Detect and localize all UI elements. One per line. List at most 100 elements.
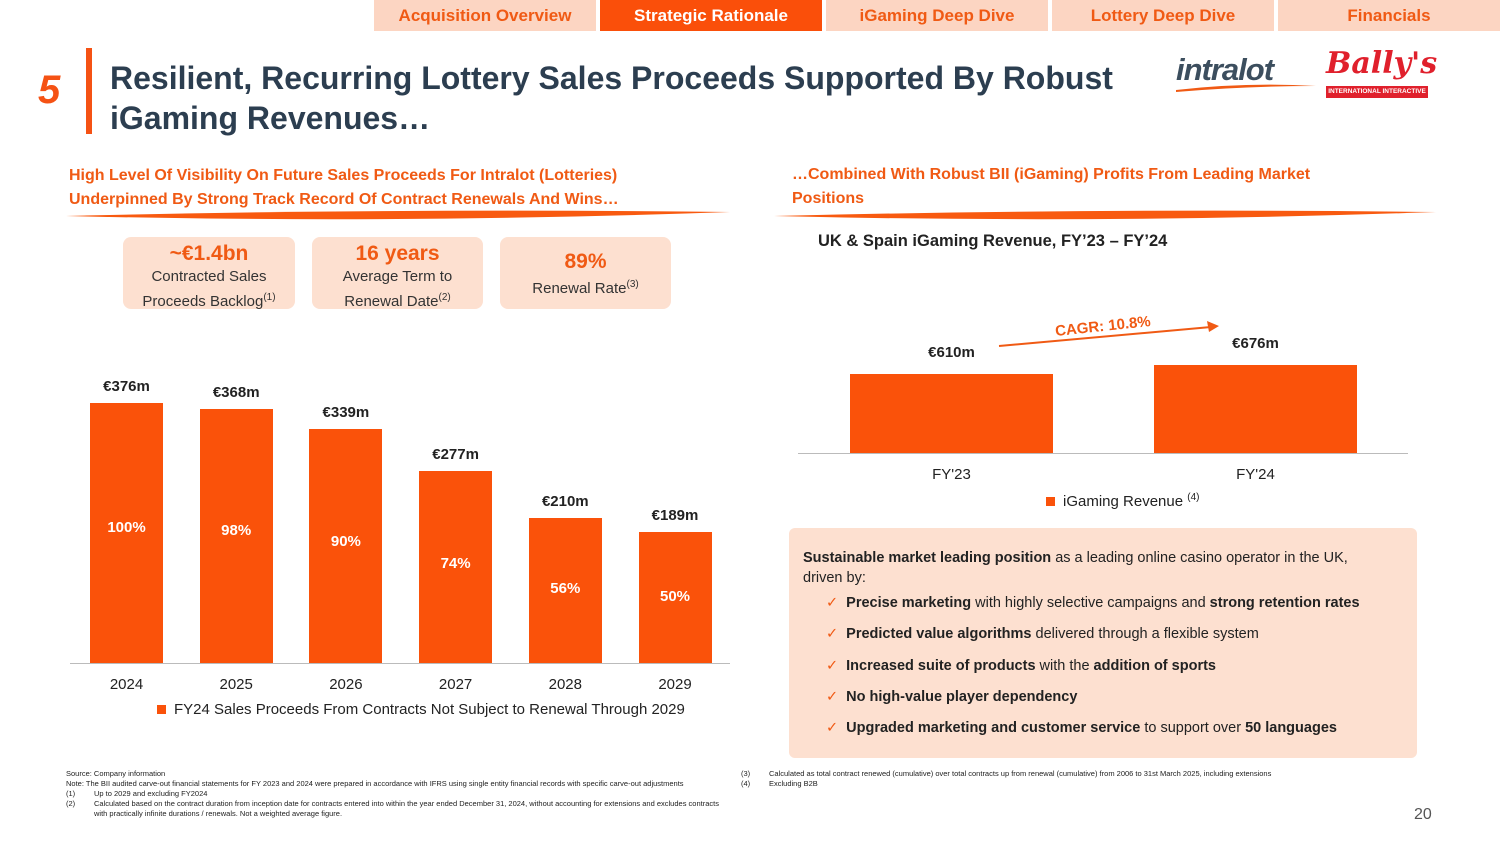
bar-FY'24 [1154,365,1357,453]
bar-2029 [638,532,712,663]
bar-2025 [199,408,273,663]
right-heading-line-2: Positions [792,190,865,207]
check-icon: ✓ [826,657,839,674]
kpi-renewal-rate: 89% Renewal Rate(3) [500,237,671,309]
page-title: Resilient, Recurring Lottery Sales Proce… [110,60,1113,136]
tab-strategic-rationale[interactable]: Strategic Rationale [600,0,822,31]
footnotes-right: (3) Calculated as total contract renewed … [741,769,1421,789]
intralot-logo-swoosh [1176,84,1316,92]
bullet-text: addition of sports [1093,657,1216,674]
kpi-backlog: ~€1.4bn Contracted Sales Proceeds Backlo… [123,237,295,310]
bar-percent-label: 98% [221,522,252,540]
bar-percent-label: 90% [330,532,361,550]
left-heading-line-1: High Level Of Visibility On Future Sales… [69,167,618,184]
ballys-logo-subtitle: INTERNATIONAL INTERACTIVE [1326,86,1428,98]
bullet-text: with the [1035,657,1094,674]
bar-percent-label: 50% [659,587,691,605]
bullet-text: Predicted value algorithms [846,626,1032,643]
left-legend-label: FY24 Sales Proceeds From Contracts Not S… [174,701,685,718]
x-tick-label: 2025 [219,676,253,693]
check-icon: ✓ [826,720,839,737]
footnote-note: Note: The BII audited carve-out financia… [66,779,684,788]
kpi-backlog-label-2: Proceeds Backlog(1) [142,292,276,310]
bar-value-label: €610m [928,343,975,361]
bullet-text: Precise marketing [846,595,972,611]
market-position-box [789,528,1417,758]
kpi-renewal-label: Renewal Rate(3) [532,279,639,297]
cagr-arrow [998,321,1219,347]
right-section-heading: …Combined With Robust BII (iGaming) Prof… [792,163,1432,211]
legend-swatch [157,705,166,714]
x-tick-label: FY'23 [932,466,971,483]
kpi-backlog-value: ~€1.4bn [169,242,249,265]
tab-igaming-deep-dive[interactable]: iGaming Deep Dive [826,0,1048,31]
right-chart-axis [798,453,1408,454]
footnote-3: (3) Calculated as total contract renewed … [741,769,1272,778]
bar-value-label: €339m [322,403,370,421]
left-section-heading: High Level Of Visibility On Future Sales… [69,164,749,212]
bullet-text: No high-value player dependency [846,688,1078,705]
kpi-term-value: 16 years [355,242,440,265]
right-heading-underline [774,210,1436,220]
bar-percent-label: 74% [440,555,471,573]
footnote-1: (1) Up to 2029 and excluding FY2024 [66,789,208,798]
tab-lottery-deep-dive[interactable]: Lottery Deep Dive [1052,0,1274,31]
bar-percent-label: 56% [550,580,581,598]
box-bullet-item: ✓ Increased suite of products with the ad… [826,658,1216,674]
box-bullet-item: ✓ No high-value player dependency [826,689,1077,705]
section-divider [86,48,92,134]
x-tick-label: FY'24 [1236,466,1275,483]
bullet-text: to support over [1140,720,1246,737]
box-intro: Sustainable market leading position as a… [803,550,1348,586]
right-chart-title: UK & Spain iGaming Revenue, FY’23 – FY’2… [818,232,1168,250]
right-heading-line-1: …Combined With Robust BII (iGaming) Prof… [792,166,1311,183]
bar-2026 [309,428,383,663]
box-bullet-item: ✓ Upgraded marketing and customer service… [826,720,1337,736]
kpi-average-term: 16 years Average Term to Renewal Date(2) [312,237,483,310]
x-tick-label: 2028 [548,676,582,693]
bar-FY'23 [850,373,1053,453]
bullet-text: Upgraded marketing and customer service [846,720,1141,737]
ballys-logo: Bally's [1326,46,1438,81]
bar-percent-label: 100% [107,519,146,537]
bar-value-label: €676m [1232,335,1279,352]
intralot-logo: intralot [1176,52,1274,87]
left-heading-line-2: Underpinned By Strong Track Record Of Co… [69,191,619,208]
right-legend-label: iGaming Revenue (4) [1063,492,1200,510]
footnote-source: Source: Company information [66,769,166,778]
bar-value-label: €210m [541,492,589,510]
bullet-text: 50 languages [1245,720,1337,737]
x-tick-label: 2027 [438,676,473,693]
bar-2028 [528,517,602,663]
left-chart-axis [70,663,730,664]
bar-value-label: €368m [212,383,260,401]
bullet-text: with highly selective campaigns and [971,595,1210,611]
tab-financials[interactable]: Financials [1278,0,1500,31]
x-tick-label: 2029 [658,676,692,693]
bullet-text: Increased suite of products [846,657,1036,674]
kpi-term-label-2: Renewal Date(2) [344,292,451,310]
bullet-text: delivered through a flexible system [1031,626,1259,643]
box-bullet-item: ✓ Predicted value algorithms delivered th… [826,626,1259,642]
footnotes-left: Source: Company information Note: The BI… [66,769,726,819]
bar-2027 [419,471,493,663]
left-chart-legend: FY24 Sales Proceeds From Contracts Not S… [157,701,685,718]
kpi-renewal-value: 89% [564,250,607,273]
bar-2024 [90,403,163,663]
tab-acquisition-overview[interactable]: Acquisition Overview [374,0,596,31]
box-bullet-item: ✓ Precise marketing with highly selective… [826,595,1360,611]
x-tick-label: 2026 [329,676,363,693]
bar-value-label: €277m [432,446,479,464]
section-number: 5 [38,68,61,112]
footnote-4: (4) Excluding B2B [741,779,818,788]
check-icon: ✓ [826,595,839,611]
right-chart-legend: iGaming Revenue (4) [1046,492,1199,510]
x-tick-label: 2024 [109,676,144,693]
page-number: 20 [1414,806,1432,823]
bar-value-label: €376m [103,378,150,395]
check-icon: ✓ [826,626,839,643]
left-heading-underline [66,210,730,220]
bar-value-label: €189m [651,507,699,525]
check-icon: ✓ [826,688,839,705]
footnote-2: (2) Calculated based on the contract dura… [66,799,719,818]
